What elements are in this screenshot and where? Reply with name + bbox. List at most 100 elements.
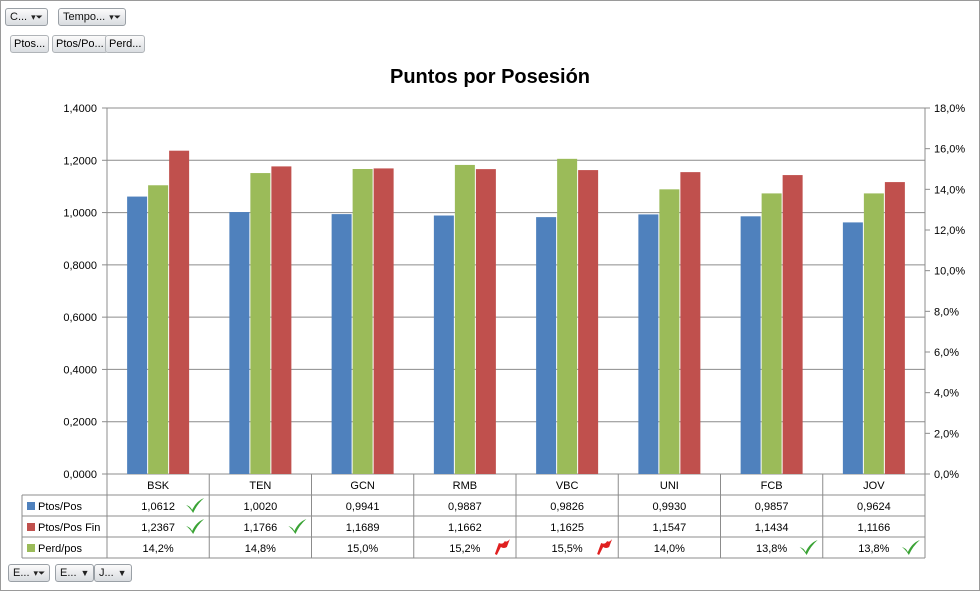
- bar-ptos-pos-fin-fcb: [782, 175, 803, 474]
- y-right-tick-label: 8,0%: [934, 306, 959, 318]
- table-cell-value: 15,2%: [449, 543, 480, 555]
- y-right-tick-label: 12,0%: [934, 225, 965, 237]
- table-cell-value: 13,8%: [756, 543, 787, 555]
- table-cell-value: 1,1766: [244, 522, 278, 534]
- y-left-tick-label: 0,4000: [63, 364, 97, 376]
- y-left-tick-label: 0,0000: [63, 469, 97, 481]
- table-cell-value: 1,1547: [653, 522, 687, 534]
- legend-key-perd-pos: [27, 544, 35, 552]
- table-cell-value: 0,9857: [755, 501, 789, 513]
- value-field-ptos-pos[interactable]: Ptos...: [10, 35, 50, 53]
- table-cell-value: 14,0%: [654, 543, 685, 555]
- x-category-label: UNI: [660, 480, 679, 492]
- y-right-tick-label: 14,0%: [934, 184, 965, 196]
- table-cell-value: 1,0612: [141, 501, 175, 513]
- bar-ptos-pos-fin-bsk: [169, 150, 190, 474]
- y-left-tick-label: 1,0000: [63, 208, 97, 220]
- x-category-label: TEN: [249, 480, 271, 492]
- table-cell-value: 14,2%: [143, 543, 174, 555]
- y-right-tick-label: 10,0%: [934, 266, 965, 278]
- table-cell-value: 1,1662: [448, 522, 482, 534]
- check-icon: [186, 498, 205, 513]
- bar-ptos-pos-fcb: [740, 216, 761, 474]
- table-cell-value: 1,0020: [244, 501, 278, 513]
- y-left-tick-label: 1,4000: [63, 103, 97, 115]
- check-icon: [799, 540, 818, 555]
- check-icon: [901, 540, 920, 555]
- bar-ptos-pos-ten: [229, 212, 250, 474]
- y-left-tick-label: 0,8000: [63, 260, 97, 272]
- pivot-filter-button-1[interactable]: C... ▾⏷: [5, 8, 48, 26]
- bar-perd-pos-ten: [250, 173, 271, 475]
- table-cell-value: 1,1689: [346, 522, 380, 534]
- y-left-tick-label: 0,2000: [63, 417, 97, 429]
- table-cell-value: 1,1434: [755, 522, 789, 534]
- table-cell-value: 1,2367: [141, 522, 175, 534]
- dropdown-icon: ▼: [117, 568, 127, 578]
- bar-ptos-pos-gcn: [331, 214, 352, 474]
- axis-field-label: J...: [99, 567, 114, 579]
- chart-title: Puntos por Posesión: [389, 66, 591, 88]
- check-icon: [288, 519, 307, 534]
- y-right-tick-label: 6,0%: [934, 347, 959, 359]
- bar-perd-pos-uni: [659, 189, 680, 475]
- legend-key-ptos-pos: [27, 502, 35, 510]
- x-category-label: FCB: [761, 480, 783, 492]
- bar-perd-pos-vbc: [557, 158, 578, 475]
- axis-field-label: E...: [60, 567, 77, 579]
- check-icon: [186, 519, 205, 534]
- bar-ptos-pos-fin-gcn: [373, 168, 394, 474]
- x-category-label: BSK: [147, 480, 170, 492]
- y-right-tick-label: 0,0%: [934, 469, 959, 481]
- table-cell-value: 15,0%: [347, 543, 378, 555]
- table-cell-value: 0,9930: [653, 501, 687, 513]
- axis-field-button-1[interactable]: E... ▾⏷: [8, 564, 51, 582]
- bar-ptos-pos-jov: [842, 222, 863, 474]
- filter-dropdown-icon: ▾⏷: [31, 12, 43, 22]
- bar-perd-pos-gcn: [352, 169, 373, 474]
- table-cell-value: 14,8%: [245, 543, 276, 555]
- bar-perd-pos-jov: [863, 193, 884, 474]
- legend-label: Perd/pos: [38, 543, 83, 555]
- x-category-label: GCN: [350, 480, 375, 492]
- x-category-label: RMB: [453, 480, 477, 492]
- table-cell-value: 0,9887: [448, 501, 482, 513]
- bar-perd-pos-rmb: [454, 164, 475, 474]
- bar-ptos-pos-rmb: [433, 215, 454, 474]
- table-cell-value: 0,9941: [346, 501, 380, 513]
- bar-perd-pos-fcb: [761, 193, 782, 474]
- pivot-filter-label: Tempo...: [63, 11, 106, 23]
- bar-ptos-pos-fin-vbc: [578, 170, 599, 474]
- y-left-tick-label: 0,6000: [63, 312, 97, 324]
- filter-dropdown-icon: ▾⏷: [109, 12, 121, 22]
- bar-ptos-pos-fin-uni: [680, 172, 701, 475]
- bar-ptos-pos-fin-ten: [271, 166, 292, 474]
- table-cell-value: 0,9826: [550, 501, 584, 513]
- table-cell-value: 0,9624: [857, 501, 891, 513]
- bar-ptos-pos-fin-jov: [884, 182, 905, 474]
- table-cell-value: 13,8%: [858, 543, 889, 555]
- y-right-tick-label: 18,0%: [934, 103, 965, 115]
- y-left-tick-label: 1,2000: [63, 155, 97, 167]
- table-cell-value: 15,5%: [552, 543, 583, 555]
- axis-field-button-2[interactable]: E... ▼: [55, 564, 95, 582]
- pivot-filter-label: C...: [10, 11, 28, 23]
- flag-icon: [597, 539, 613, 555]
- y-right-tick-label: 2,0%: [934, 428, 959, 440]
- axis-field-button-3[interactable]: J... ▼: [94, 564, 132, 582]
- table-cell-value: 1,1625: [550, 522, 584, 534]
- bar-perd-pos-bsk: [148, 185, 169, 474]
- bar-ptos-pos-bsk: [127, 196, 148, 474]
- table-cell-value: 1,1166: [857, 522, 890, 534]
- y-right-tick-label: 4,0%: [934, 388, 959, 400]
- value-field-perd-pos[interactable]: Perd...: [105, 35, 146, 53]
- flag-icon: [494, 539, 510, 555]
- bar-ptos-pos-fin-rmb: [475, 169, 496, 474]
- legend-label: Ptos/Pos: [38, 501, 83, 513]
- filter-dropdown-icon: ▾⏷: [33, 568, 46, 578]
- legend-label: Ptos/Pos Fin: [38, 522, 100, 534]
- pivot-filter-button-2[interactable]: Tempo... ▾⏷: [58, 8, 126, 26]
- x-category-label: VBC: [556, 480, 579, 492]
- axis-field-label: E...: [13, 567, 30, 579]
